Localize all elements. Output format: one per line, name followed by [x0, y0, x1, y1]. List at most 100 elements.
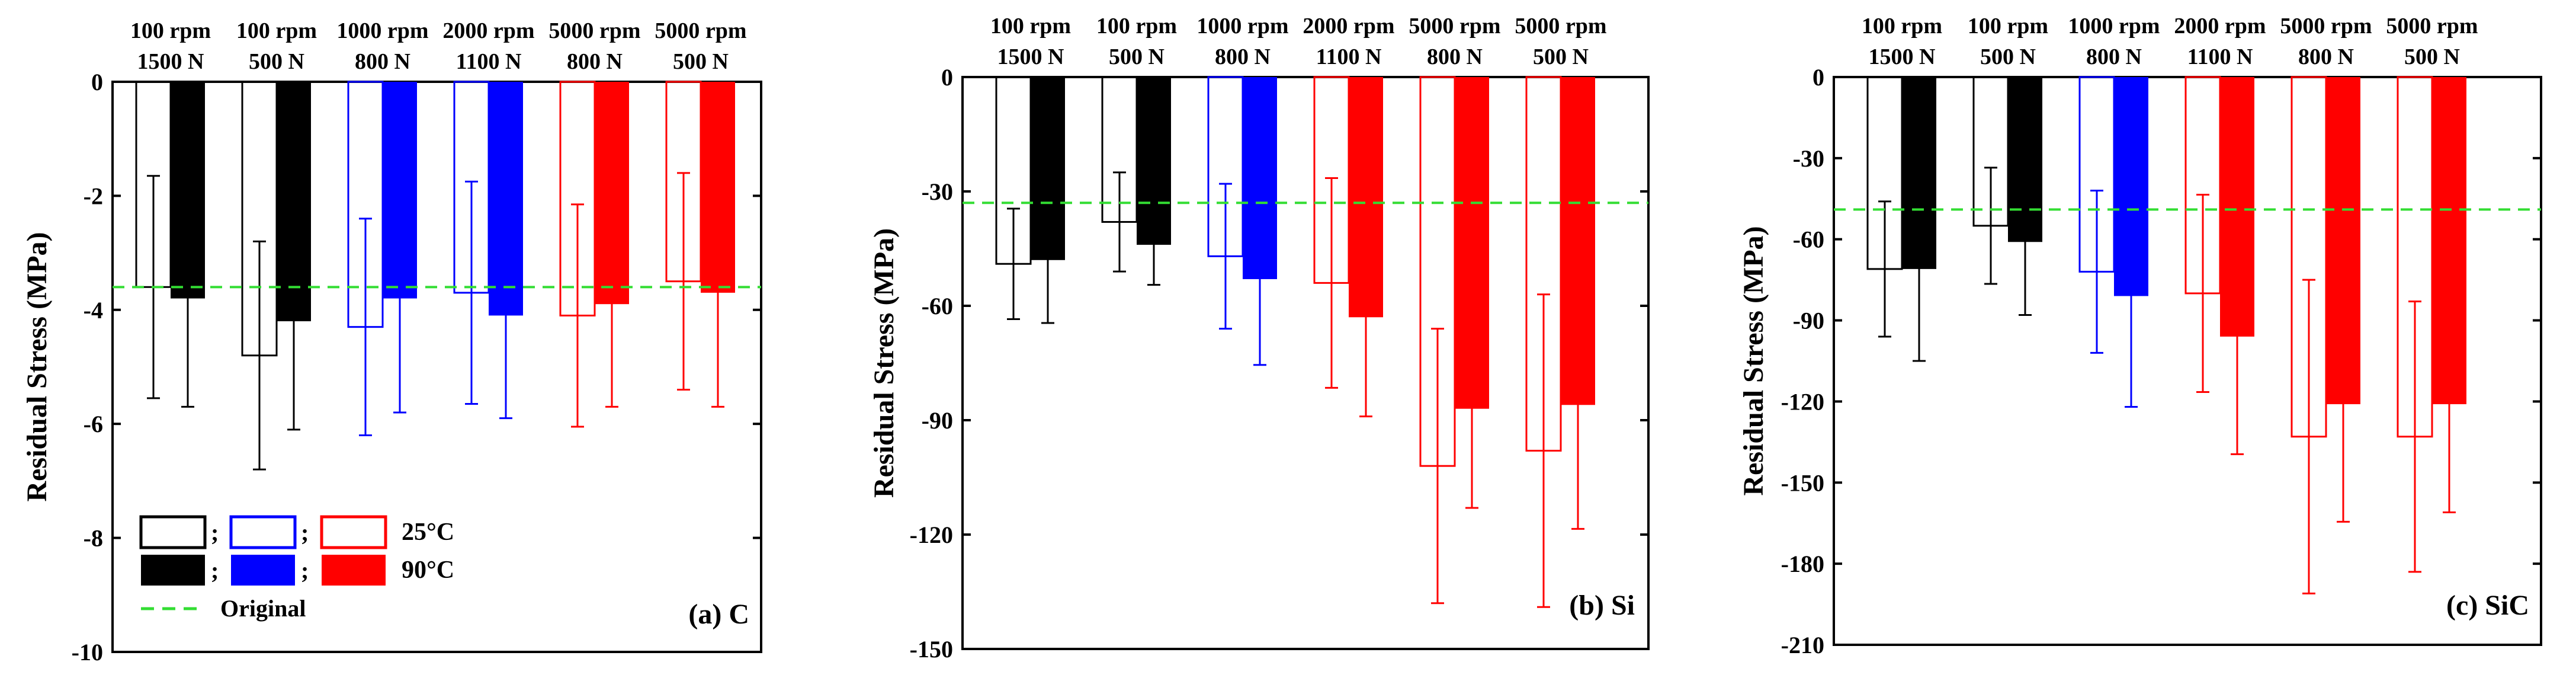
- category-load-label: 800 N: [2086, 44, 2142, 69]
- bar-filled-1: [277, 82, 311, 322]
- category-load-label: 1500 N: [997, 44, 1064, 69]
- y-tick-label: -4: [84, 297, 103, 324]
- y-tick-label: -150: [910, 636, 953, 663]
- y-tick-label: -180: [1781, 551, 1824, 577]
- legend-swatch-filled-red: [322, 555, 386, 586]
- category-load-label: 500 N: [1109, 44, 1165, 69]
- panel-carbon: 0 -2 -4 -6 -8 -10 Residual Stress (MPa) 100 rpm…: [21, 18, 762, 666]
- category-load-label: 800 N: [355, 49, 410, 74]
- y-tick-label: -2: [84, 183, 103, 209]
- panel-label: (b) Si: [1569, 590, 1635, 621]
- panel-silicon-carbide: 0 -30 -60 -90 -120 -150 -180 -210 Residual Stres…: [1738, 14, 2542, 658]
- category-load-label: 1500 N: [1869, 44, 1936, 69]
- category-rpm-label: 1000 rpm: [1196, 14, 1288, 39]
- bar-filled-5: [2432, 77, 2466, 404]
- y-tick-label: -210: [1781, 632, 1824, 658]
- y-axis-label: Residual Stress (MPa): [21, 232, 53, 501]
- legend-swatch-filled-black: [141, 555, 205, 586]
- category-rpm-label: 5000 rpm: [655, 18, 746, 43]
- category-load-label: 500 N: [1533, 44, 1589, 69]
- legend-swatch-filled-blue: [231, 555, 295, 586]
- legend-filled-label: 90°C: [402, 557, 454, 584]
- bar-filled-2: [2114, 77, 2148, 296]
- category-rpm-label: 2000 rpm: [2174, 14, 2266, 39]
- category-rpm-label: 100 rpm: [1968, 14, 2048, 39]
- y-axis-label: Residual Stress (MPa): [1738, 226, 1769, 495]
- y-tick-label: -8: [84, 525, 103, 552]
- bar-filled-2: [383, 82, 417, 299]
- legend-swatch-open-blue: [229, 515, 297, 549]
- y-tick-label: 0: [941, 64, 953, 91]
- category-rpm-label: 2000 rpm: [442, 18, 534, 43]
- y-tick-label: -90: [922, 407, 953, 434]
- y-tick-label: -30: [1793, 145, 1824, 172]
- category-rpm-label: 5000 rpm: [2280, 14, 2372, 39]
- bar-filled-1: [1137, 77, 1171, 245]
- y-tick-label: -60: [922, 293, 953, 319]
- category-rpm-label: 5000 rpm: [1409, 14, 1500, 39]
- legend-separator: ;: [211, 519, 219, 546]
- y-tick-label: -60: [1793, 226, 1824, 253]
- category-load-label: 1100 N: [1316, 44, 1382, 69]
- y-tick-label: -90: [1793, 308, 1824, 334]
- legend-open-label: 25°C: [402, 519, 454, 546]
- category-rpm-label: 5000 rpm: [2386, 14, 2478, 39]
- bar-filled-3: [1349, 77, 1383, 318]
- legend-separator: ;: [301, 519, 309, 546]
- y-axis-label: Residual Stress (MPa): [868, 228, 900, 498]
- bar-filled-0: [1902, 77, 1936, 269]
- category-rpm-label: 2000 rpm: [1303, 14, 1394, 39]
- category-rpm-label: 100 rpm: [130, 18, 211, 43]
- bar-filled-5: [1561, 77, 1595, 405]
- legend-swatch-open-black: [139, 515, 207, 549]
- y-tick-label: 0: [1812, 64, 1824, 91]
- legend-separator: ;: [301, 557, 309, 584]
- category-rpm-label: 100 rpm: [236, 18, 317, 43]
- bar-filled-4: [595, 82, 629, 305]
- category-load-label: 1100 N: [2187, 44, 2253, 69]
- legend-swatch-open-red: [320, 515, 387, 549]
- bar-filled-0: [1031, 77, 1065, 260]
- y-tick-label: 0: [91, 69, 103, 95]
- category-load-label: 500 N: [673, 49, 729, 74]
- category-load-label: 1500 N: [137, 49, 204, 74]
- bar-filled-5: [701, 82, 735, 293]
- category-load-label: 800 N: [567, 49, 623, 74]
- y-tick-label: -120: [1781, 388, 1824, 415]
- category-rpm-label: 5000 rpm: [1515, 14, 1606, 39]
- y-tick-label: -6: [84, 411, 103, 437]
- y-tick-label: -10: [72, 639, 103, 666]
- category-rpm-label: 1000 rpm: [2068, 14, 2160, 39]
- legend-separator: ;: [211, 557, 219, 584]
- category-load-label: 500 N: [1980, 44, 2036, 69]
- panel-label: (c) SiC: [2446, 590, 2529, 621]
- category-load-label: 500 N: [2404, 44, 2460, 69]
- category-rpm-label: 1000 rpm: [336, 18, 428, 43]
- bar-filled-4: [1455, 77, 1489, 409]
- plot-frame: [961, 76, 1650, 650]
- y-tick-label: -30: [922, 178, 953, 205]
- bar-filled-3: [2220, 77, 2254, 337]
- category-load-label: 800 N: [1215, 44, 1271, 69]
- category-load-label: 800 N: [2298, 44, 2354, 69]
- category-load-label: 500 N: [249, 49, 304, 74]
- category-load-label: 1100 N: [456, 49, 522, 74]
- panel-silicon: 0 -30 -60 -90 -120 -150 Residual Stress (MPa) 1…: [868, 14, 1650, 663]
- bar-filled-3: [489, 82, 523, 316]
- category-load-label: 800 N: [1427, 44, 1483, 69]
- category-rpm-label: 100 rpm: [1862, 14, 1942, 39]
- legend-original-label: Original: [220, 595, 306, 622]
- category-rpm-label: 100 rpm: [990, 14, 1071, 39]
- bar-filled-4: [2326, 77, 2360, 404]
- bar-filled-2: [1243, 77, 1277, 279]
- bar-filled-0: [171, 82, 205, 299]
- legend: ; ; 25°C ; ; 90°C Original: [139, 515, 454, 622]
- y-tick-label: -120: [910, 522, 953, 548]
- panel-label: (a) C: [688, 599, 749, 630]
- category-rpm-label: 100 rpm: [1096, 14, 1177, 39]
- category-rpm-label: 5000 rpm: [548, 18, 640, 43]
- plot-frame: [111, 81, 762, 653]
- bar-filled-1: [2008, 77, 2042, 242]
- y-tick-label: -150: [1781, 469, 1824, 496]
